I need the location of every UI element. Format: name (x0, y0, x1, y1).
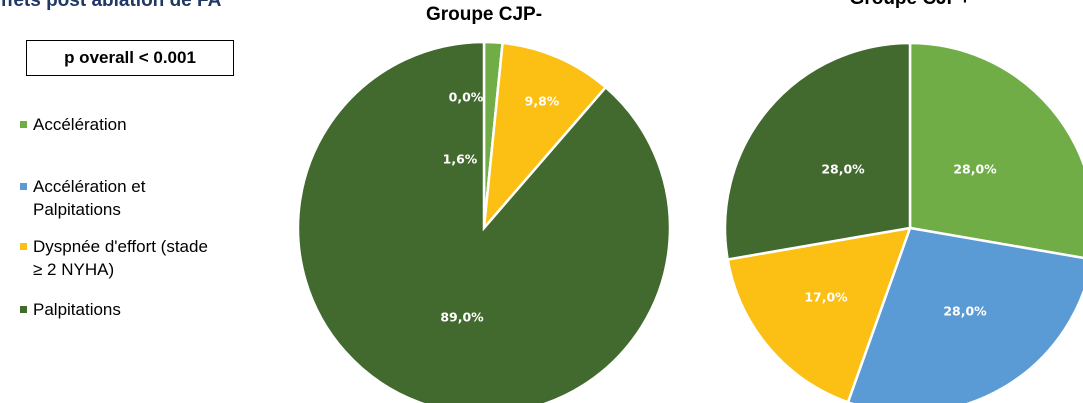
data-label: 28,0% (943, 304, 987, 319)
pie-slice (726, 226, 912, 403)
legend-label: Palpitations (33, 300, 121, 319)
pie-slice (296, 40, 672, 403)
legend-swatch (20, 183, 27, 190)
chart-title: Groupe CJP- (426, 4, 542, 25)
data-label: 89,0% (440, 310, 484, 325)
legend-label: Accélération (33, 115, 127, 134)
legend-entry: Palpitations (20, 298, 210, 321)
data-label: 0,0% (449, 90, 484, 105)
data-label: 17,0% (804, 290, 848, 305)
legend-entry: Accélération (20, 113, 210, 136)
data-label: 1,6% (443, 152, 478, 167)
legend-swatch (20, 121, 27, 128)
data-label: 28,0% (953, 162, 997, 177)
legend-swatch (20, 243, 27, 250)
p-value-box: p overall < 0.001 (26, 40, 234, 76)
legend-swatch (20, 306, 27, 313)
pie-slice (908, 41, 1083, 260)
data-label: 28,0% (821, 162, 865, 177)
legend-entry: Accélération et Palpitations (20, 175, 210, 221)
pie-slice (846, 226, 1083, 403)
chart-title: Groupe CJP+ (850, 0, 971, 9)
legend-entry: Dyspnée d'effort (stade ≥ 2 NYHA) (20, 235, 210, 281)
pie-slice (723, 41, 912, 261)
legend-label: Dyspnée d'effort (stade ≥ 2 NYHA) (33, 237, 208, 279)
slide-title: Effets post ablation de FA (0, 0, 222, 11)
legend-label: Accélération et Palpitations (33, 177, 146, 219)
data-label: 9,8% (525, 94, 560, 109)
pie-slice (482, 41, 608, 232)
